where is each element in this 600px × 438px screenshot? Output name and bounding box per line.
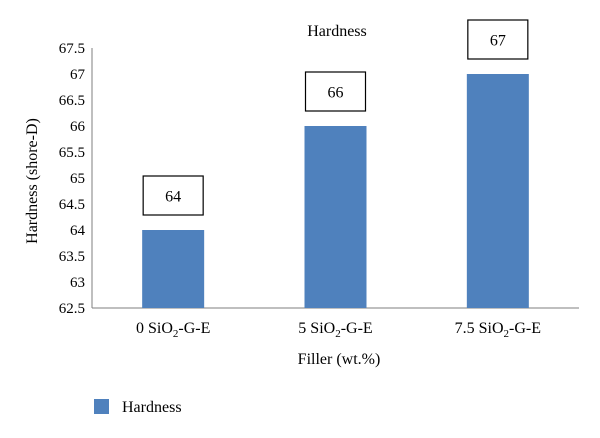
- x-axis-label: Filler (wt.%): [298, 351, 381, 368]
- y-axis-ticks: 62.5 63 63.5 64 64.5 65 65.5 66 66.5 67 67.5: [59, 41, 86, 317]
- y-tick-label: 66: [70, 119, 86, 135]
- bar: [466, 74, 529, 308]
- y-tick-label: 62.5: [59, 301, 85, 317]
- data-label-box: [467, 19, 529, 60]
- x-axis-categories: 0 SiO2-G-E 5 SiO2-G-E 7.5 SiO2-G-E: [136, 320, 541, 340]
- x-tick-label-text: 0 SiO: [136, 320, 173, 337]
- y-tick-label: 63.5: [59, 249, 85, 265]
- y-tick-label: 65.5: [59, 145, 85, 161]
- x-tick-label-suffix: -G-E: [509, 320, 541, 337]
- legend-label: Hardness: [122, 399, 182, 416]
- x-tick-label: 5 SiO2-G-E: [298, 320, 372, 340]
- x-tick-label-subscript: 2: [173, 328, 179, 340]
- data-label: 66: [328, 85, 344, 102]
- x-tick-label: 7.5 SiO2-G-E: [455, 320, 541, 340]
- legend: Hardness: [94, 399, 182, 416]
- x-tick-label-text: 7.5 SiO: [455, 320, 504, 337]
- x-tick-label-text: 5 SiO: [298, 320, 335, 337]
- x-tick-label: 0 SiO2-G-E: [136, 320, 210, 340]
- legend-swatch: [94, 399, 109, 414]
- data-label-box: [304, 71, 367, 112]
- x-tick-label-suffix: -G-E: [341, 320, 373, 337]
- y-tick-label: 65: [70, 171, 85, 187]
- x-tick-label-subscript: 2: [504, 328, 510, 340]
- x-tick-label-suffix: -G-E: [178, 320, 210, 337]
- y-axis-label: Hardness (shore-D): [24, 118, 41, 244]
- data-labels: 64 66 67: [142, 19, 529, 216]
- y-tick-label: 64: [70, 223, 86, 239]
- y-tick-label: 64.5: [59, 197, 85, 213]
- y-tick-label: 66.5: [59, 93, 85, 109]
- bar: [304, 126, 367, 308]
- y-tick-label: 67.5: [59, 41, 85, 57]
- data-label: 64: [165, 189, 181, 206]
- bar: [142, 230, 205, 308]
- x-tick-label-subscript: 2: [335, 328, 341, 340]
- bars: [142, 74, 529, 308]
- y-tick-label: 67: [70, 67, 86, 83]
- chart-title: Hardness: [307, 23, 367, 40]
- y-tick-label: 63: [70, 275, 85, 291]
- data-label-box: [142, 175, 204, 216]
- data-label: 67: [490, 33, 506, 50]
